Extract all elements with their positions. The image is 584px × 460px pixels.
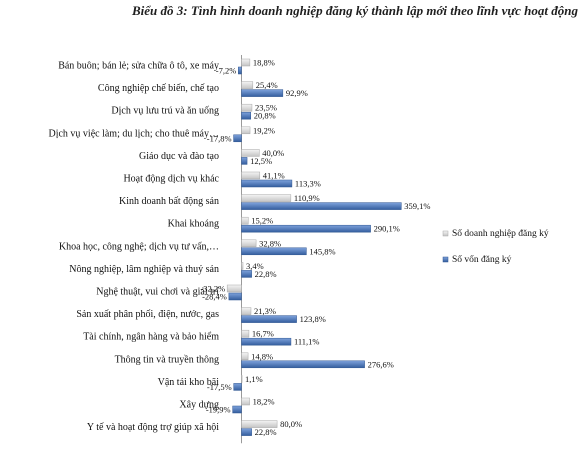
data-label: 80,0%: [280, 419, 302, 429]
bar-doanh-nghiep: [241, 81, 254, 89]
bar-doanh-nghiep: [241, 375, 243, 383]
category-label: Tài chính, ngân hàng và bảo hiểm: [83, 332, 219, 343]
data-label: 110,9%: [294, 193, 320, 203]
bar-von: [241, 111, 252, 120]
data-label: 111,1%: [294, 337, 320, 347]
data-label: 25,4%: [256, 80, 278, 90]
data-label: 92,9%: [286, 88, 308, 98]
bar-von: [241, 315, 297, 323]
bar-doanh-nghiep: [241, 216, 249, 225]
bar-doanh-nghiep: [241, 307, 252, 315]
data-label: -17,5%: [207, 382, 232, 392]
data-label: 41,1%: [263, 171, 285, 181]
data-label: 276,6%: [368, 359, 394, 369]
data-label: 1,1%: [245, 374, 263, 384]
bar-doanh-nghiep: [241, 171, 261, 180]
bar-von: [241, 428, 252, 436]
data-label: -7,2%: [216, 66, 237, 76]
legend-label-von: Số vốn đăng ký: [452, 254, 512, 265]
bar-von: [241, 202, 402, 210]
data-label: -19,9%: [206, 405, 231, 415]
category-label: Y tế và hoạt động trợ giúp xã hội: [87, 422, 219, 433]
bar-von: [241, 337, 292, 346]
bar-von: [241, 179, 293, 188]
category-label: Sản xuất phân phối, điện, nước, gas: [76, 309, 219, 320]
data-label: 23,5%: [255, 103, 277, 113]
legend-swatch-doanh-nghiep: [442, 230, 449, 237]
category-label: Thông tin và truyền thông: [115, 354, 219, 365]
chart-legend: Số doanh nghiệp đăng ký Số vốn đăng ký: [442, 228, 549, 265]
data-label: 113,3%: [295, 179, 321, 189]
bar-von: [232, 405, 242, 414]
bar-von: [228, 292, 242, 301]
bar-von: [233, 134, 242, 143]
legend-label-doanh-nghiep: Số doanh nghiệp đăng ký: [452, 228, 549, 239]
data-label: 15,2%: [251, 216, 273, 226]
data-label: 19,2%: [253, 125, 275, 135]
category-label: Khai khoáng: [168, 219, 219, 230]
category-label: Dịch vụ lưu trú và ăn uống: [111, 106, 219, 117]
bar-doanh-nghiep: [241, 397, 250, 406]
data-label: 32,8%: [259, 238, 281, 248]
category-label: Hoạt động dịch vụ khác: [123, 174, 219, 185]
bar-doanh-nghiep: [241, 420, 278, 428]
data-label: 359,1%: [404, 201, 430, 211]
category-label: Bán buôn; bán lẻ; sửa chữa ô tô, xe máy: [58, 61, 219, 72]
bar-von: [241, 89, 284, 97]
bar-doanh-nghiep: [241, 194, 292, 202]
bar-doanh-nghiep: [226, 284, 242, 293]
data-label: 123,8%: [300, 314, 326, 324]
category-label: Dịch vụ việc làm; du lịch; cho thuê máy…: [48, 128, 219, 139]
bar-doanh-nghiep: [241, 329, 250, 338]
bar-doanh-nghiep: [241, 103, 253, 112]
category-label: Khoa học, công nghệ; dịch vụ tư vấn,…: [59, 241, 219, 252]
category-label: Vận tải kho bãi: [158, 377, 220, 388]
data-label: 16,7%: [252, 329, 274, 339]
data-label: 290,1%: [374, 224, 400, 234]
data-label: 22,8%: [255, 427, 277, 437]
category-label: Nghệ thuật, vui chơi và giải trí: [96, 287, 219, 298]
bar-von: [241, 360, 365, 369]
data-label: 40,0%: [262, 148, 284, 158]
chart-title: Biểu đồ 3: Tình hình doanh nghiệp đăng k…: [131, 3, 578, 18]
data-label: 21,3%: [254, 306, 276, 316]
data-label: 3,4%: [246, 261, 264, 271]
data-label: 22,8%: [255, 269, 277, 279]
bar-doanh-nghiep: [241, 126, 251, 135]
category-label: Giáo dục và đào tạo: [139, 151, 219, 162]
bar-von: [241, 157, 248, 165]
bar-von: [233, 383, 242, 391]
category-label: Nông nghiệp, lâm nghiệp và thuỷ sản: [69, 264, 219, 275]
bar-von: [241, 224, 371, 233]
legend-swatch-von: [442, 256, 449, 263]
data-label: -32,2%: [200, 284, 225, 294]
bar-doanh-nghiep: [241, 58, 251, 67]
data-label: 18,8%: [253, 58, 275, 68]
data-label: 12,5%: [250, 156, 272, 166]
bar-doanh-nghiep: [241, 262, 244, 270]
data-label: 145,8%: [309, 246, 335, 256]
bar-von: [241, 270, 252, 278]
category-label: Xây dựng: [179, 400, 219, 411]
bar-von: [238, 66, 242, 75]
data-label: -28,4%: [202, 292, 227, 302]
bar-doanh-nghiep: [241, 239, 257, 248]
bar-doanh-nghiep: [241, 352, 249, 361]
data-label: 20,8%: [254, 111, 276, 121]
bar-doanh-nghiep: [241, 149, 260, 157]
category-label: Kinh doanh bất động sản: [119, 196, 219, 207]
data-label: 18,2%: [253, 397, 275, 407]
data-label: 14,8%: [251, 351, 273, 361]
bar-von: [241, 247, 307, 256]
category-label: Công nghiệp chế biến, chế tạo: [98, 83, 219, 94]
data-label: -17,8%: [207, 133, 232, 143]
